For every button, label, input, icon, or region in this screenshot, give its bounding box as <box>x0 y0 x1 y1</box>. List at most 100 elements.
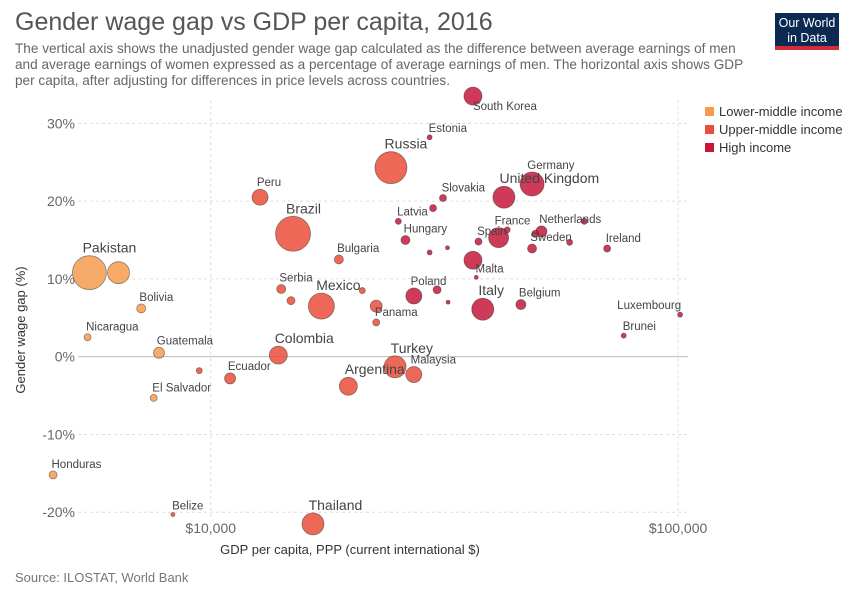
point-label: Guatemala <box>157 335 214 347</box>
scatter-point[interactable] <box>301 512 325 536</box>
scatter-point[interactable] <box>358 287 366 294</box>
scatter-point[interactable] <box>426 134 433 141</box>
scatter-point[interactable] <box>83 333 92 342</box>
chart-subtitle: The vertical axis shows the unadjusted g… <box>15 41 743 88</box>
point-label: Luxembourg <box>617 300 681 312</box>
scatter-point[interactable] <box>432 285 442 295</box>
point-label: Colombia <box>275 330 334 346</box>
scatter-point[interactable] <box>276 284 287 294</box>
scatter-point[interactable] <box>275 215 311 252</box>
scatter-point[interactable] <box>149 393 158 402</box>
scatter-point[interactable] <box>224 372 236 385</box>
point-label: France <box>495 216 531 228</box>
scatter-point[interactable] <box>136 303 147 314</box>
scatter-point[interactable] <box>439 194 447 202</box>
scatter-point[interactable] <box>445 299 451 305</box>
scatter-point[interactable] <box>471 297 495 321</box>
y-tick-label: 10% <box>47 271 75 287</box>
point-label: Slovakia <box>442 183 486 195</box>
point-label: Bolivia <box>139 292 173 304</box>
scatter-point[interactable] <box>268 345 288 365</box>
scatter-point[interactable] <box>620 332 627 339</box>
scatter-point[interactable] <box>374 151 408 185</box>
point-label: Hungary <box>404 224 448 236</box>
point-label: Belize <box>172 501 203 513</box>
scatter-point[interactable] <box>286 296 296 306</box>
scatter-point[interactable] <box>405 366 423 383</box>
scatter-point[interactable] <box>394 217 402 225</box>
legend-upper-middle[interactable]: Upper-middle income <box>705 122 843 137</box>
scatter-point[interactable] <box>333 254 344 265</box>
scatter-point[interactable] <box>338 376 358 396</box>
owid-logo[interactable]: Our World in Data <box>775 13 839 50</box>
point-label: Turkey <box>391 340 433 356</box>
scatter-point[interactable] <box>429 204 437 213</box>
point-label: Latvia <box>397 206 428 218</box>
legend-lower-middle[interactable]: Lower-middle income <box>705 104 843 119</box>
scatter-point[interactable] <box>488 227 510 249</box>
point-label: Mexico <box>316 277 361 293</box>
scatter-point[interactable] <box>107 261 130 285</box>
scatter-point[interactable] <box>369 299 383 313</box>
scatter-point[interactable] <box>527 243 537 254</box>
scatter-point[interactable] <box>503 226 511 234</box>
scatter-point[interactable] <box>474 237 483 246</box>
scatter-point[interactable] <box>531 229 540 238</box>
scatter-point[interactable] <box>426 249 433 256</box>
scatter-point[interactable] <box>473 274 479 280</box>
point-label: Pakistan <box>83 240 137 256</box>
scatter-point[interactable] <box>71 255 107 291</box>
chart-title: Gender wage gap vs GDP per capita, 2016 <box>15 8 493 36</box>
scatter-point[interactable] <box>463 86 483 106</box>
scatter-point[interactable] <box>603 244 612 253</box>
scatter-point[interactable] <box>519 171 545 197</box>
point-label: South Korea <box>473 101 538 113</box>
scatter-point[interactable] <box>400 235 411 245</box>
scatter-point[interactable] <box>383 355 407 379</box>
x-tick-label: $10,000 <box>185 520 236 536</box>
scatter-point[interactable] <box>677 311 684 318</box>
x-tick-label: $100,000 <box>649 520 708 536</box>
scatter-point[interactable] <box>307 292 335 320</box>
legend-high[interactable]: High income <box>705 140 791 155</box>
scatter-point[interactable] <box>566 238 574 246</box>
source-note: Source: ILOSTAT, World Bank <box>15 570 189 585</box>
y-tick-label: 20% <box>47 193 75 209</box>
y-axis-label: Gender wage gap (%) <box>13 266 28 393</box>
scatter-point[interactable] <box>492 185 516 209</box>
scatter-point[interactable] <box>372 318 381 327</box>
scatter-point[interactable] <box>515 299 527 310</box>
point-label: Russia <box>385 136 428 152</box>
point-label: Malaysia <box>411 355 457 367</box>
y-tick-label: 0% <box>55 349 75 365</box>
scatter-point[interactable] <box>195 367 203 375</box>
x-axis-label: GDP per capita, PPP (current internation… <box>220 542 480 557</box>
scatter-point[interactable] <box>153 346 165 359</box>
point-label: Argentina <box>345 361 405 377</box>
point-label: Serbia <box>279 273 313 285</box>
legend-swatch-high <box>705 143 714 152</box>
legend-label-high: High income <box>719 140 792 155</box>
point-label: Brazil <box>286 200 321 216</box>
scatter-point[interactable] <box>580 217 588 225</box>
point-label: Thailand <box>309 497 363 513</box>
scatter-point[interactable] <box>405 287 423 305</box>
scatter-point[interactable] <box>48 470 58 480</box>
y-tick-label: 30% <box>47 115 75 131</box>
point-label: Nicaragua <box>86 322 139 334</box>
axes: 30% 20% 10% 0% -10% -20% $10,000 $100,000 <box>42 115 707 536</box>
data-points <box>48 86 684 536</box>
point-label: Germany <box>527 160 575 172</box>
point-label: Brunei <box>623 321 656 333</box>
point-labels: Pakistan Bolivia Nicaragua Guatemala El Salv… <box>52 101 682 513</box>
scatter-point[interactable] <box>251 188 269 206</box>
point-label: Ecuador <box>228 361 271 373</box>
scatter-point[interactable] <box>445 245 450 251</box>
scatter-point[interactable] <box>463 250 483 270</box>
legend-label-upper-middle: Upper-middle income <box>719 122 843 137</box>
point-label: Spain <box>477 226 506 238</box>
scatter-point[interactable] <box>170 512 176 517</box>
point-label: United Kingdom <box>500 170 600 186</box>
y-tick-label: -10% <box>42 426 75 442</box>
legend-swatch-upper-middle <box>705 125 714 134</box>
